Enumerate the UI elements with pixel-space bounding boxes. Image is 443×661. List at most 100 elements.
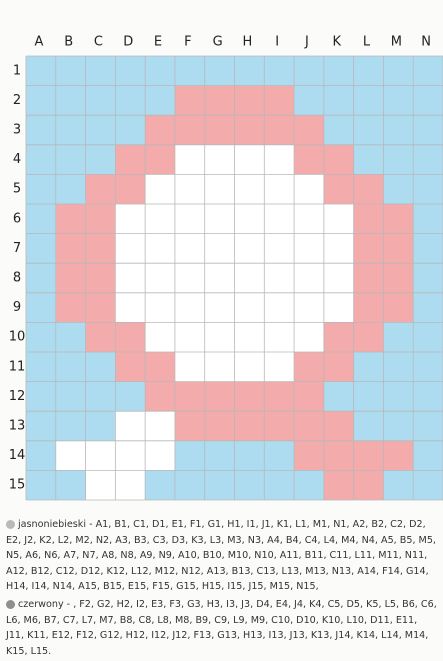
colored-cell xyxy=(383,292,414,323)
legend-blue: jasnoniebieski - A1, B1, C1, D1, E1, F1,… xyxy=(6,517,438,595)
colored-cell xyxy=(383,144,414,175)
colored-cell xyxy=(413,440,443,471)
colored-cell xyxy=(55,144,86,175)
column-label: B xyxy=(64,35,73,50)
colored-cell xyxy=(413,204,443,234)
colored-cell xyxy=(204,381,235,412)
colored-cell xyxy=(383,381,414,412)
row-label: 1 xyxy=(13,63,21,78)
colored-cell xyxy=(383,352,414,382)
colored-cell xyxy=(55,470,86,500)
colored-cell xyxy=(383,174,414,204)
colored-cell xyxy=(383,322,414,352)
colored-cell xyxy=(174,411,205,441)
column-label: N xyxy=(421,35,431,50)
page: A B C D E F G H I J K L M N 1 2 3 4 5 6 7 8 9 10 11 12 13 14 15 jasn… xyxy=(6,34,443,657)
column-label: D xyxy=(123,35,133,50)
colored-cell xyxy=(115,115,146,145)
colored-cell xyxy=(294,144,324,175)
colored-cell xyxy=(323,115,354,145)
colored-cell xyxy=(353,174,384,204)
colored-cell xyxy=(85,381,116,412)
colored-cell xyxy=(294,440,324,471)
colored-cell xyxy=(353,352,384,382)
row-label: 5 xyxy=(13,182,21,197)
colored-cell xyxy=(204,56,235,86)
colored-cell xyxy=(234,56,265,86)
colored-cell xyxy=(383,85,414,116)
colored-cell xyxy=(26,352,56,382)
legend-red: czerwony - , F2, G2, H2, I2, E3, F3, G3,… xyxy=(6,597,438,659)
colored-cell xyxy=(264,411,295,441)
colored-cell xyxy=(174,115,205,145)
colored-cell xyxy=(353,263,384,293)
colored-cell xyxy=(383,263,414,293)
colored-cell xyxy=(204,470,235,500)
colored-cell xyxy=(323,174,354,204)
row-label: 15 xyxy=(9,478,26,493)
colored-cell xyxy=(323,411,354,441)
colored-cell xyxy=(234,440,265,471)
colored-cell xyxy=(264,381,295,412)
colored-cell xyxy=(413,470,443,500)
colored-cell xyxy=(85,352,116,382)
colored-cell xyxy=(294,411,324,441)
colored-cell xyxy=(353,56,384,86)
colored-cell xyxy=(204,115,235,145)
colored-cell xyxy=(413,381,443,412)
column-label: J xyxy=(304,35,309,50)
colored-cell xyxy=(353,411,384,441)
colored-cell xyxy=(115,352,146,382)
column-label: A xyxy=(34,35,43,50)
colored-cell xyxy=(145,56,175,86)
column-label: C xyxy=(94,35,103,50)
colored-cell xyxy=(234,85,265,116)
colored-cell xyxy=(353,204,384,234)
colored-cell xyxy=(413,144,443,175)
colored-cell xyxy=(145,352,175,382)
colored-cell xyxy=(26,292,56,323)
colored-cell xyxy=(174,381,205,412)
row-label: 12 xyxy=(9,389,26,404)
colored-cell xyxy=(383,115,414,145)
colored-cell xyxy=(234,411,265,441)
colored-cell xyxy=(26,322,56,352)
colored-cell xyxy=(234,381,265,412)
colored-cell xyxy=(174,85,205,116)
colored-cell xyxy=(353,322,384,352)
row-label: 6 xyxy=(13,211,21,226)
colored-cell xyxy=(353,115,384,145)
colored-cell xyxy=(294,381,324,412)
colored-cell xyxy=(85,144,116,175)
colored-cell xyxy=(55,352,86,382)
column-label: L xyxy=(363,35,371,50)
colored-cell xyxy=(323,144,354,175)
colored-cell xyxy=(26,85,56,116)
colored-cell xyxy=(264,85,295,116)
colored-cell xyxy=(26,174,56,204)
colored-cell xyxy=(26,144,56,175)
row-label: 10 xyxy=(9,330,26,345)
colored-cell xyxy=(353,233,384,264)
colored-cell xyxy=(353,470,384,500)
colored-cell xyxy=(85,85,116,116)
colored-cell xyxy=(383,233,414,264)
colored-cell xyxy=(413,263,443,293)
legend: jasnoniebieski - A1, B1, C1, D1, E1, F1,… xyxy=(6,517,438,661)
column-label: K xyxy=(332,35,341,50)
row-label: 9 xyxy=(13,300,21,315)
row-label: 3 xyxy=(13,123,21,138)
column-label: F xyxy=(184,35,191,50)
colored-cell xyxy=(323,352,354,382)
colored-cell xyxy=(145,85,175,116)
colored-cell xyxy=(115,85,146,116)
row-label: 2 xyxy=(13,93,21,108)
row-label: 4 xyxy=(13,152,21,167)
colored-cell xyxy=(264,56,295,86)
colored-cell xyxy=(85,263,116,293)
colored-cell xyxy=(115,144,146,175)
colored-cell xyxy=(174,470,205,500)
colored-cell xyxy=(413,322,443,352)
colored-cell xyxy=(115,174,146,204)
colored-cell xyxy=(323,381,354,412)
